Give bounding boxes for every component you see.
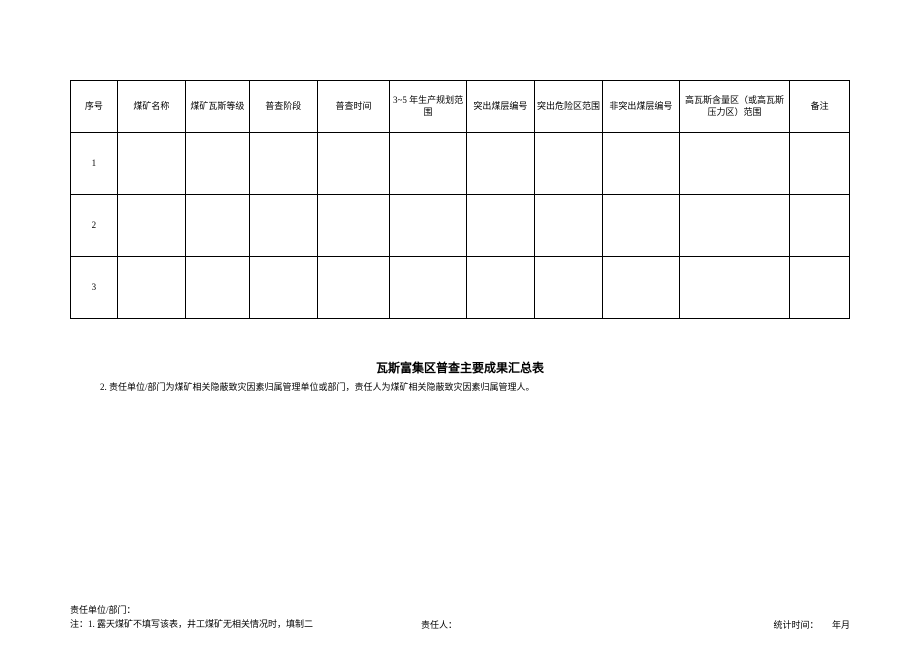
header-phase: 普查阶段 xyxy=(249,81,317,133)
table-row: 1 xyxy=(71,133,850,195)
cell xyxy=(117,257,185,319)
header-seq: 序号 xyxy=(71,81,118,133)
header-grade: 煤矿瓦斯等级 xyxy=(185,81,249,133)
cell xyxy=(390,133,467,195)
cell-seq: 2 xyxy=(71,195,118,257)
cell xyxy=(679,257,790,319)
cell xyxy=(249,257,317,319)
cell xyxy=(249,133,317,195)
cell xyxy=(390,257,467,319)
survey-results-table: 序号 煤矿名称 煤矿瓦斯等级 普查阶段 普查时间 3~5 年生产规划范围 突出煤… xyxy=(70,80,850,319)
stat-time-label: 统计时间： xyxy=(773,620,818,630)
cell xyxy=(679,195,790,257)
header-time: 普查时间 xyxy=(317,81,389,133)
cell xyxy=(317,195,389,257)
header-name: 煤矿名称 xyxy=(117,81,185,133)
cell xyxy=(185,133,249,195)
cell xyxy=(185,257,249,319)
table-header-row: 序号 煤矿名称 煤矿瓦斯等级 普查阶段 普查时间 3~5 年生产规划范围 突出煤… xyxy=(71,81,850,133)
header-burst: 突出煤层编号 xyxy=(466,81,534,133)
cell xyxy=(466,257,534,319)
cell xyxy=(790,133,850,195)
cell-seq: 3 xyxy=(71,257,118,319)
cell xyxy=(534,133,602,195)
footer: 责任单位/部门： 注：1. 露天煤矿不填写该表，井工煤矿无相关情况时，填制二 责… xyxy=(70,603,850,631)
table-row: 3 xyxy=(71,257,850,319)
cell xyxy=(185,195,249,257)
stat-date: 年月 xyxy=(832,620,850,630)
cell-seq: 1 xyxy=(71,133,118,195)
cell xyxy=(317,133,389,195)
note-2: 2. 责任单位/部门为煤矿相关隐蔽致灾因素归属管理单位或部门，责任人为煤矿相关隐… xyxy=(70,380,850,393)
cell xyxy=(117,195,185,257)
cell xyxy=(603,257,680,319)
note-1: 注：1. 露天煤矿不填写该表，井工煤矿无相关情况时，填制二 xyxy=(70,619,343,631)
table-title: 瓦斯富集区普查主要成果汇总表 xyxy=(70,359,850,376)
cell xyxy=(534,257,602,319)
cell xyxy=(317,257,389,319)
header-plan: 3~5 年生产规划范围 xyxy=(390,81,467,133)
stat-time: 统计时间： 年月 xyxy=(655,618,850,631)
table-row: 2 xyxy=(71,195,850,257)
header-highgas: 高瓦斯含量区（或高瓦斯压力区）范围 xyxy=(679,81,790,133)
cell xyxy=(679,133,790,195)
cell xyxy=(790,257,850,319)
cell xyxy=(603,133,680,195)
header-danger: 突出危险区范围 xyxy=(534,81,602,133)
header-remark: 备注 xyxy=(790,81,850,133)
responsible-unit: 责任单位/部门： xyxy=(70,603,850,616)
cell xyxy=(466,195,534,257)
cell xyxy=(390,195,467,257)
cell xyxy=(534,195,602,257)
header-nonburst: 非突出煤层编号 xyxy=(603,81,680,133)
responsible-person: 责任人： xyxy=(421,618,577,631)
cell xyxy=(603,195,680,257)
cell xyxy=(466,133,534,195)
cell xyxy=(790,195,850,257)
cell xyxy=(117,133,185,195)
cell xyxy=(249,195,317,257)
